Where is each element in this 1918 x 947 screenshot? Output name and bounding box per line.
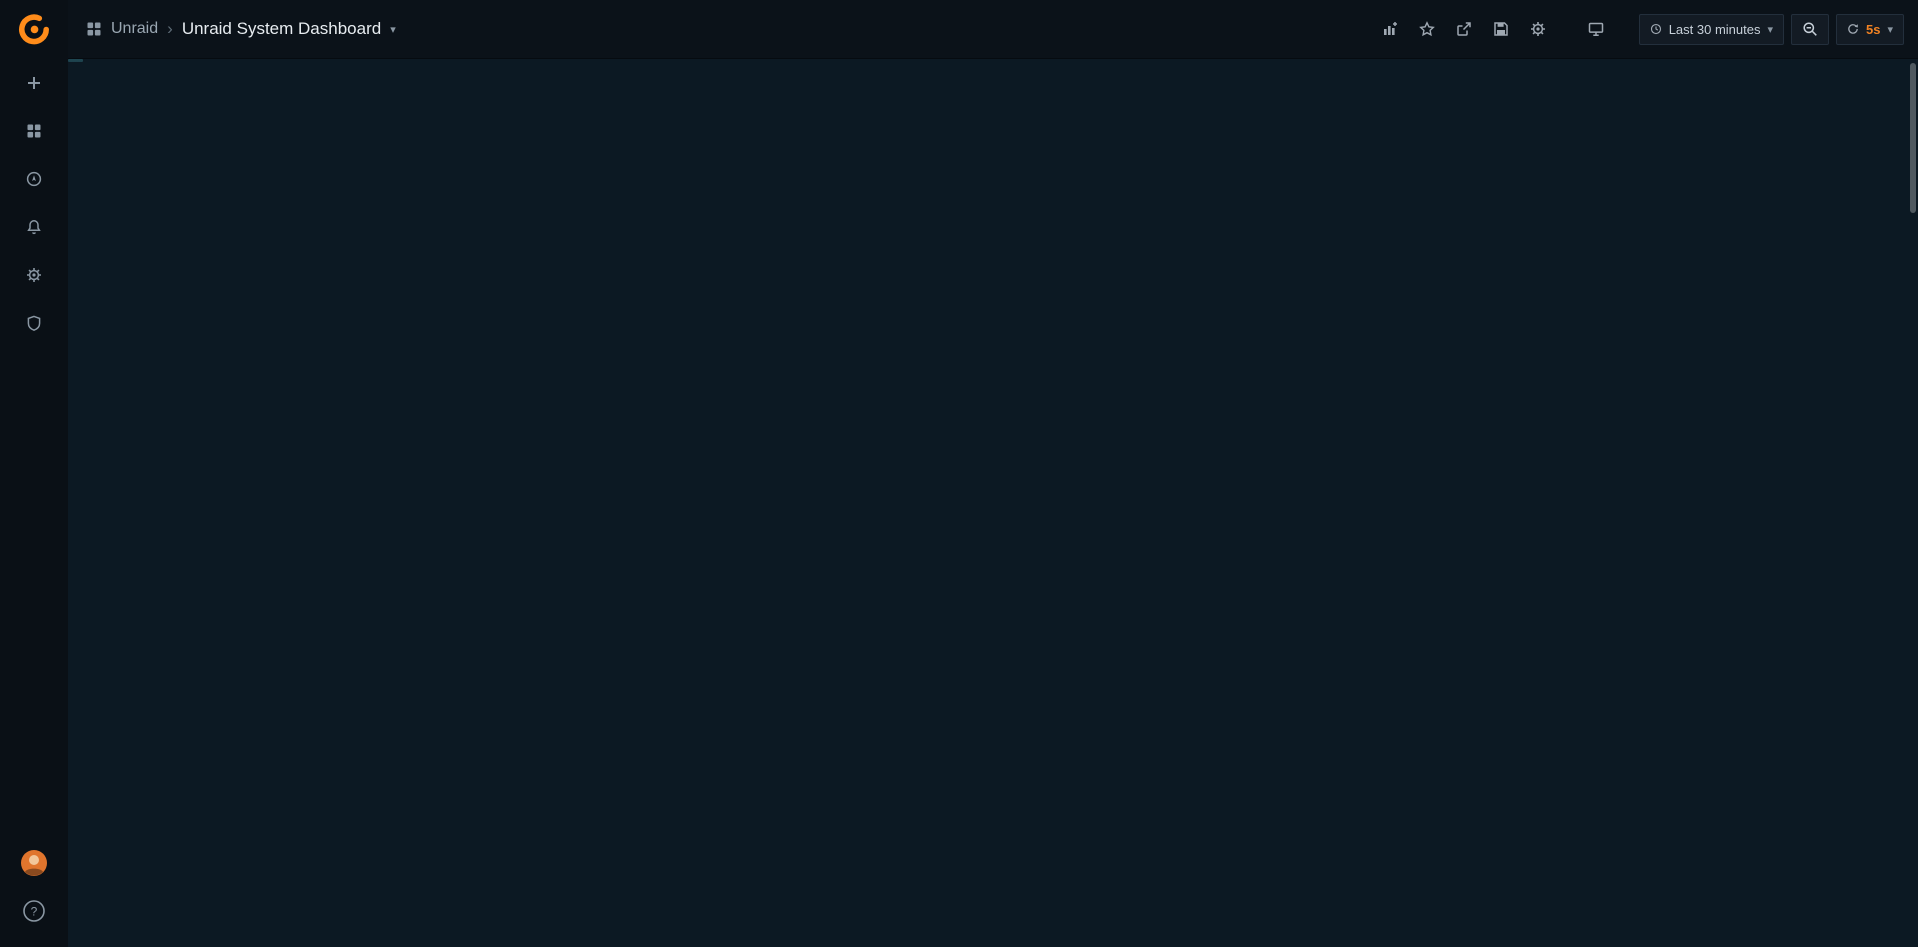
gear-icon <box>1530 21 1546 37</box>
grafana-logo-icon <box>19 13 49 44</box>
refresh-icon <box>1848 24 1858 34</box>
zoom-out-button[interactable] <box>1791 13 1829 45</box>
star-icon <box>1418 21 1435 37</box>
dashboard: kWh Price 0.65 ▾ Currency kr ▾ UPS Max O… <box>68 59 83 62</box>
apps-grid-icon <box>86 21 102 37</box>
avatar <box>21 850 47 876</box>
dashboard-settings-button[interactable] <box>1523 14 1553 44</box>
breadcrumb: Unraid › Unraid System Dashboard ▾ <box>86 19 396 39</box>
page-scrollbar[interactable] <box>1910 63 1916 213</box>
sidebar-item-configuration[interactable] <box>0 251 68 299</box>
plus-icon <box>28 77 40 89</box>
sidebar-item-server-admin[interactable] <box>0 299 68 347</box>
add-panel-button[interactable] <box>1375 14 1405 44</box>
sidebar-item-alerting[interactable] <box>0 203 68 251</box>
caret-down-icon: ▾ <box>1767 23 1773 36</box>
zoom-out-icon <box>1803 22 1817 36</box>
sidebar-item-create[interactable] <box>0 59 68 107</box>
bell-icon <box>27 220 41 235</box>
cycle-view-button[interactable] <box>1581 14 1611 44</box>
dashboards-icon <box>26 123 42 139</box>
time-range-picker[interactable]: Last 30 minutes ▾ <box>1638 13 1784 45</box>
clock-icon <box>1650 23 1662 35</box>
navbar: Unraid › Unraid System Dashboard ▾ Last … <box>0 0 1918 59</box>
monitor-icon <box>1588 22 1603 36</box>
sidebar-item-profile[interactable] <box>0 839 68 887</box>
svg-text:?: ? <box>31 905 38 919</box>
caret-down-icon: ▾ <box>1887 23 1893 36</box>
chevron-right-icon: › <box>167 19 173 38</box>
sidebar: ? <box>0 0 68 947</box>
shield-icon <box>27 315 41 331</box>
save-icon <box>1493 22 1508 36</box>
time-range-label: Last 30 minutes <box>1668 21 1761 37</box>
navbar-actions: Last 30 minutes ▾ 5s ▾ <box>1375 13 1904 45</box>
compass-icon <box>26 171 42 187</box>
sidebar-item-help[interactable]: ? <box>0 887 68 935</box>
gear-icon <box>26 267 42 283</box>
help-icon: ? <box>23 900 45 922</box>
share-button[interactable] <box>1449 14 1479 44</box>
add-panel-icon <box>1383 22 1397 35</box>
share-icon <box>1456 21 1472 37</box>
sidebar-item-explore[interactable] <box>0 155 68 203</box>
dashboard-title[interactable]: Unraid System Dashboard <box>181 19 382 38</box>
save-button[interactable] <box>1486 14 1516 44</box>
grafana-logo[interactable] <box>0 0 68 59</box>
refresh-picker[interactable]: 5s ▾ <box>1836 13 1904 45</box>
refresh-interval-label: 5s <box>1866 21 1881 37</box>
breadcrumb-app[interactable]: Unraid <box>111 20 159 37</box>
star-button[interactable] <box>1412 14 1442 44</box>
caret-down-icon[interactable]: ▾ <box>390 23 396 36</box>
sidebar-item-dashboards[interactable] <box>0 107 68 155</box>
